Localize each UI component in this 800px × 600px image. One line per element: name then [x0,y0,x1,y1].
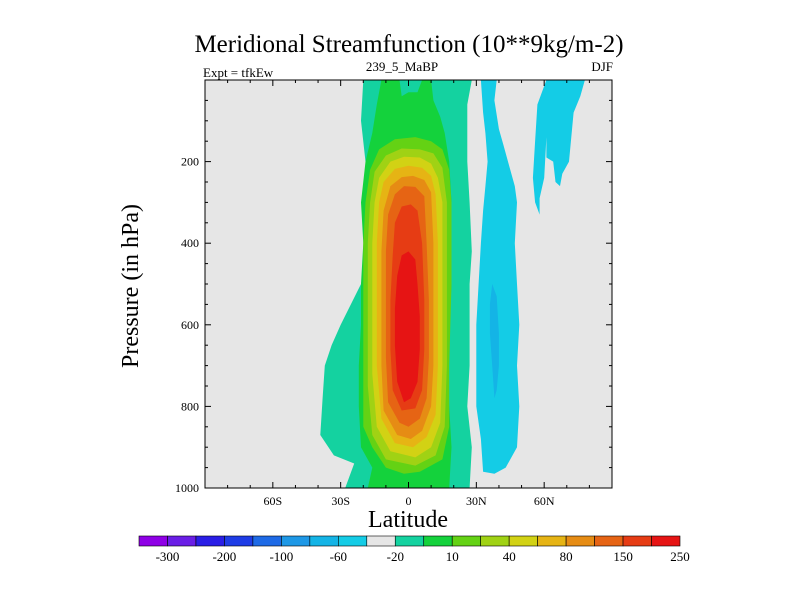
x-tick-label: 60N [534,494,555,508]
contour-region-10 [476,80,520,474]
colorbar-swatch [480,535,510,547]
colorbar-label: -200 [212,549,236,564]
colorbar-swatch [138,535,168,547]
y-tick-label: 600 [181,318,199,332]
colorbar-swatch [508,535,538,547]
colorbar-swatch [281,535,311,547]
x-tick-label: 30N [466,494,487,508]
y-tick-label: 400 [181,236,199,250]
x-axis-label: Latitude [368,507,448,533]
colorbar-swatch [394,535,425,547]
colorbar-swatch [309,535,339,547]
colorbar-swatch [537,535,567,547]
colorbar-label: -300 [156,549,180,564]
colorbar-swatch [565,535,595,547]
colorbar-swatch [338,535,368,547]
y-tick-label: 1000 [175,481,199,495]
x-tick-label: 30S [331,494,350,508]
colorbar-swatch [594,535,624,547]
colorbar-label: 10 [446,549,459,564]
colorbar-swatch [195,535,225,547]
x-tick-label: 0 [406,494,412,508]
season-label: DJF [591,59,613,74]
colorbar-label: 250 [670,549,690,564]
colorbar: -300 -200 -100 -60 -20 10 40 80 150 250 [138,535,690,564]
colorbar-label: -100 [269,549,293,564]
y-tick-label: 800 [181,399,199,413]
colorbar-swatch [167,535,197,547]
chart-title: Meridional Streamfunction (10**9kg/m-2) [194,31,623,58]
colorbar-swatch [252,535,282,547]
colorbar-label: 40 [503,549,516,564]
colorbar-label: -60 [330,549,347,564]
x-tick-label: 60S [263,494,282,508]
colorbar-label: 150 [613,549,633,564]
colorbar-swatch [451,535,481,547]
contour-region-9 [394,251,420,403]
colorbar-swatch [423,535,453,547]
colorbar-swatch [622,535,652,547]
experiment-label: Expt = tfkEw [203,65,274,80]
y-tick-label: 200 [181,155,199,169]
y-axis-label: Pressure (in hPa) [118,204,144,368]
colorbar-swatch [224,535,254,547]
period-label: 239_5_MaBP [366,59,438,74]
y-axis: 200 400 600 800 1000 [175,99,612,495]
contour-fills [320,80,585,488]
colorbar-swatch [366,535,396,547]
colorbar-label: -20 [387,549,404,564]
contour-region-11 [532,80,585,215]
colorbar-swatch [651,535,681,547]
x-axis: 60S 30S 0 30N 60N [227,80,590,508]
contour-region-12 [489,284,499,399]
colorbar-label: 80 [560,549,573,564]
